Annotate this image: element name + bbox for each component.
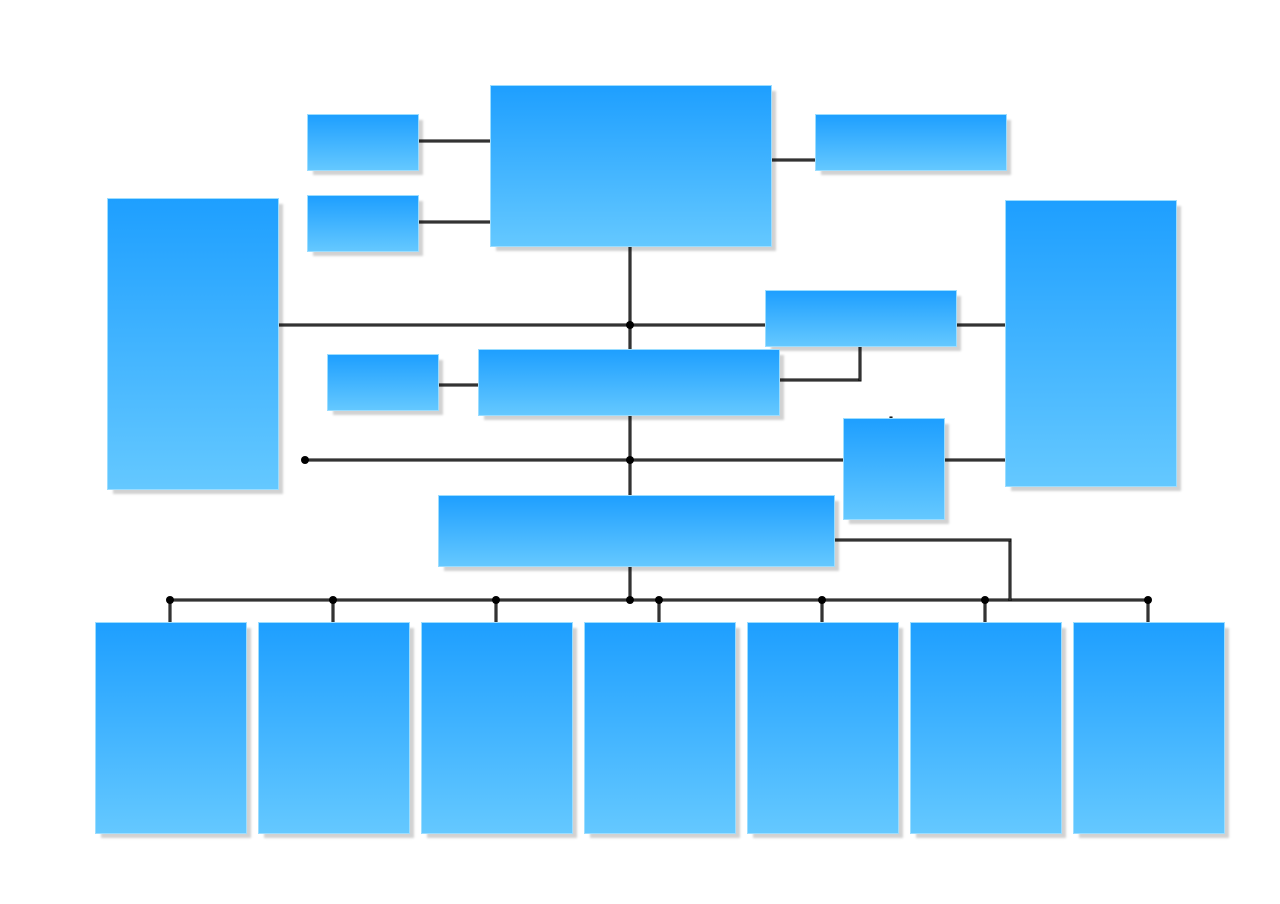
node-leaf-3	[421, 622, 571, 832]
node-leaf-6	[910, 622, 1060, 832]
node-top-small-2	[307, 195, 417, 250]
node-leaf-2	[258, 622, 408, 832]
node-wide-center	[438, 495, 833, 565]
node-leaf-4	[584, 622, 734, 832]
node-mid-center	[478, 349, 778, 414]
node-top-main	[490, 85, 770, 245]
node-leaf-7	[1073, 622, 1223, 832]
node-leaf-5	[747, 622, 897, 832]
node-top-right-bar	[815, 114, 1005, 169]
org-chart-diagram	[0, 0, 1280, 904]
node-leaf-1	[95, 622, 245, 832]
node-mid-right-bar	[765, 290, 955, 345]
node-sq-right	[843, 418, 943, 518]
node-mid-small	[327, 354, 437, 409]
node-top-small-1	[307, 114, 417, 169]
node-left-tall	[107, 198, 277, 488]
node-right-tall	[1005, 200, 1175, 485]
